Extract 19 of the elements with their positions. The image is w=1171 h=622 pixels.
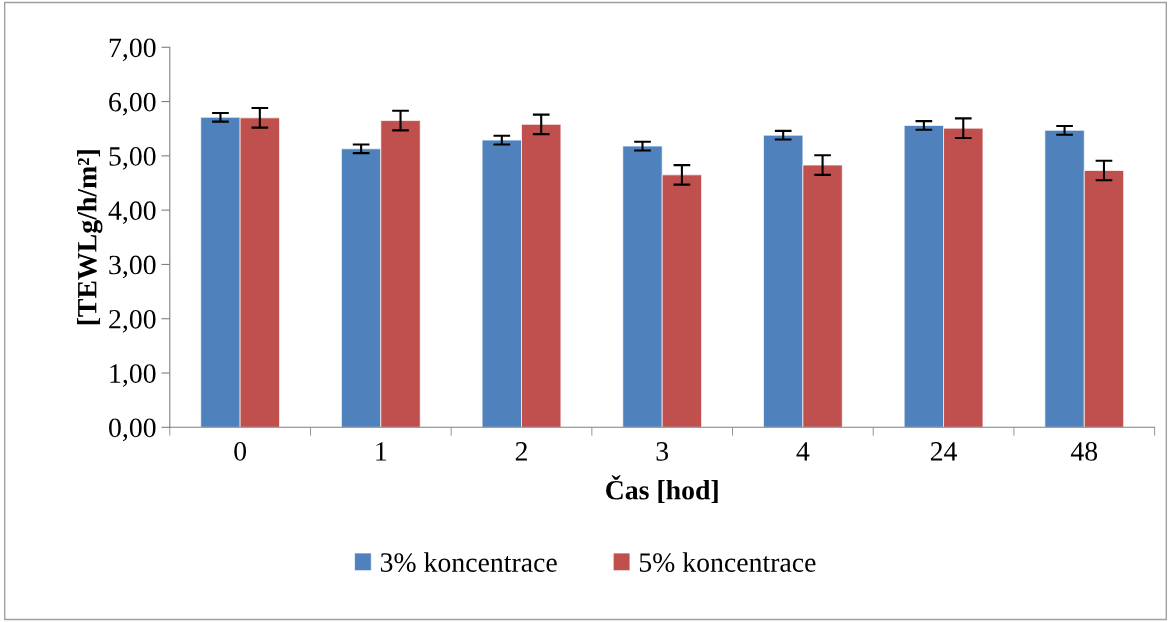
y-tick-label: 2,00: [109, 309, 156, 333]
x-tick-label: 4: [796, 442, 810, 461]
x-tick-label: 3: [656, 442, 669, 461]
x-tick-label: 24: [930, 442, 958, 461]
x-tick-label: 2: [515, 442, 527, 461]
y-tick-label: 1,00: [110, 364, 156, 387]
y-axis-title: [TEWLg/h/m²]: [77, 150, 103, 325]
x-tick-label: 0: [234, 442, 247, 461]
legend-label: 5% koncentrace: [639, 552, 816, 572]
y-tick-label: 7,00: [109, 38, 156, 62]
y-tick-label: 0,00: [109, 418, 156, 442]
y-tick-label: 6,00: [109, 92, 156, 116]
y-tick-label: 3,00: [109, 255, 156, 279]
y-tick-label: 5,00: [109, 147, 156, 170]
x-axis-title: Čas [hod]: [606, 475, 718, 504]
x-tick-label: 1: [376, 442, 387, 461]
legend-label: 3% koncentrace: [380, 552, 557, 572]
y-tick-label: 4,00: [108, 201, 156, 225]
x-tick-label: 48: [1070, 442, 1098, 461]
